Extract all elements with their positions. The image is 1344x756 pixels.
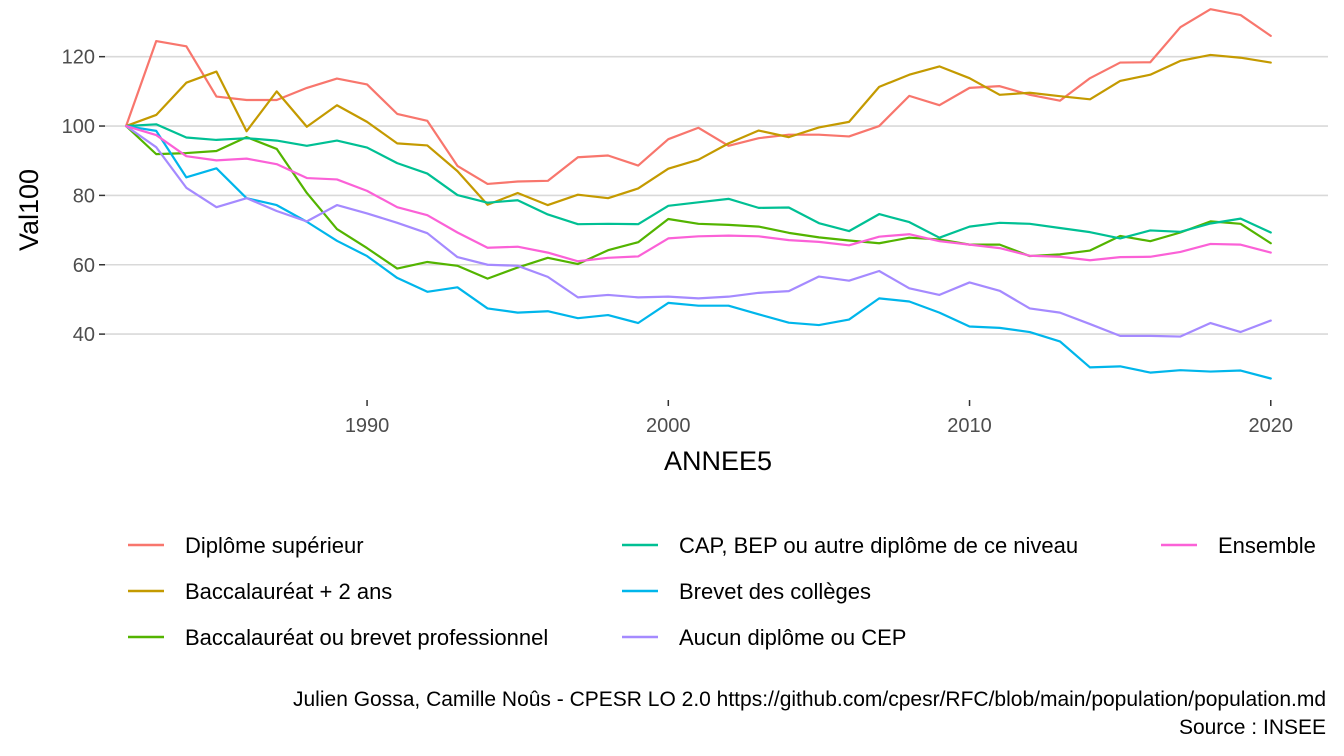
series-line-4: [124, 124, 1272, 380]
x-axis-ticks: 1990 2000 2010 2020: [345, 400, 1293, 437]
legend-item: Baccalauréat ou brevet professionnel: [128, 625, 548, 650]
series-line-1: [124, 53, 1272, 207]
y-tick-label: 80: [73, 185, 95, 207]
x-axis-title: ANNEE5: [664, 446, 772, 476]
y-tick-label: 120: [62, 47, 95, 69]
y-tick-label: 60: [73, 255, 95, 277]
legend-item: Baccalauréat + 2 ans: [128, 579, 392, 604]
legend-item: Ensemble: [1161, 533, 1316, 558]
legend-label: Brevet des collèges: [679, 579, 871, 604]
legend-label: Baccalauréat + 2 ans: [185, 579, 392, 604]
series-line-2: [124, 124, 1272, 280]
series-line-0: [124, 8, 1272, 186]
y-axis-title: Val100: [14, 169, 44, 251]
legend-label: Baccalauréat ou brevet professionnel: [185, 625, 548, 650]
x-tick-label: 2000: [646, 415, 691, 437]
legend-item: CAP, BEP ou autre diplôme de ce niveau: [622, 533, 1078, 558]
legend-label: Ensemble: [1218, 533, 1316, 558]
legend: Diplôme supérieur Baccalauréat + 2 ans Bac…: [128, 533, 1316, 650]
series-lines: [124, 8, 1272, 380]
legend-label: CAP, BEP ou autre diplôme de ce niveau: [679, 533, 1078, 558]
legend-item: Brevet des collèges: [622, 579, 871, 604]
legend-item: Diplôme supérieur: [128, 533, 364, 558]
legend-label: Aucun diplôme ou CEP: [679, 625, 906, 650]
gridlines: [105, 55, 1328, 335]
legend-label: Diplôme supérieur: [185, 533, 364, 558]
x-tick-label: 2020: [1249, 415, 1294, 437]
y-axis-ticks: 40 60 80 100 120: [62, 47, 105, 346]
legend-item: Aucun diplôme ou CEP: [622, 625, 906, 650]
caption-source: Source : INSEE: [1179, 716, 1326, 739]
x-tick-label: 2010: [947, 415, 992, 437]
x-tick-label: 1990: [345, 415, 390, 437]
y-tick-label: 40: [73, 324, 95, 346]
series-line-5: [124, 124, 1272, 338]
caption-author: Julien Gossa, Camille Noûs - CPESR LO 2.…: [293, 688, 1326, 711]
series-line-6: [124, 124, 1272, 263]
y-tick-label: 100: [62, 116, 95, 138]
series-line-3: [124, 123, 1272, 240]
